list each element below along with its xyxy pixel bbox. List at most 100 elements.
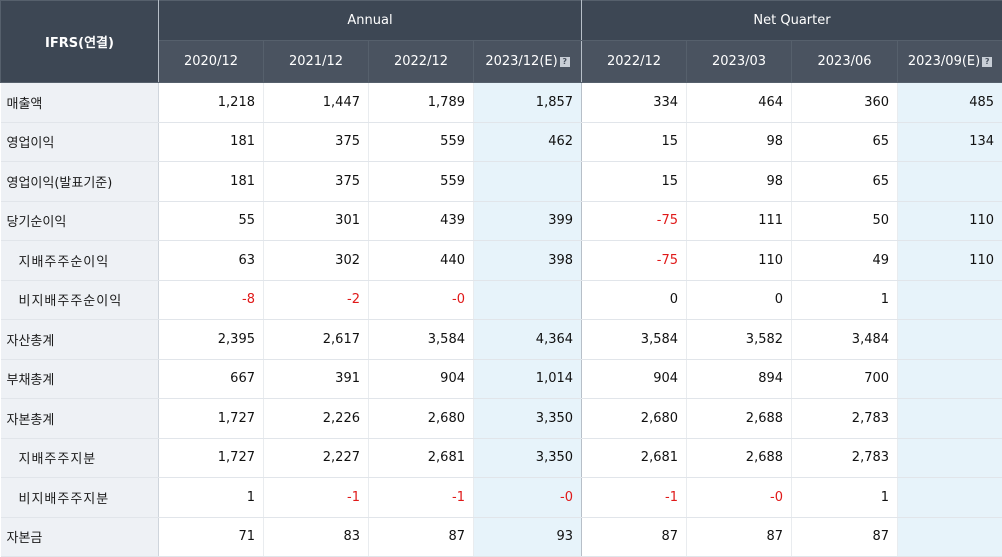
table-cell: 1,727	[159, 399, 264, 439]
table-cell: 894	[687, 359, 792, 399]
help-icon[interactable]: ?	[982, 57, 992, 67]
table-cell: -1	[582, 478, 687, 518]
table-cell: 360	[792, 83, 898, 123]
period-label: 2020/12	[184, 54, 238, 69]
table-cell: 0	[687, 280, 792, 320]
table-cell	[898, 399, 1002, 439]
period-header: 2020/12	[159, 41, 264, 83]
table-cell: 49	[792, 241, 898, 281]
table-cell: 3,584	[582, 320, 687, 360]
table-cell: -2	[264, 280, 369, 320]
table-cell: 87	[369, 517, 474, 557]
table-cell: 391	[264, 359, 369, 399]
row-label: 자산총계	[1, 320, 159, 360]
period-label: 2023/06	[818, 54, 872, 69]
table-cell	[898, 359, 1002, 399]
table-cell: 93	[474, 517, 582, 557]
table-cell: 2,783	[792, 438, 898, 478]
table-cell: 667	[159, 359, 264, 399]
table-cell: 87	[582, 517, 687, 557]
row-label: 지배주주순이익	[1, 241, 159, 281]
table-cell: 111	[687, 201, 792, 241]
table-cell: 439	[369, 201, 474, 241]
period-header: 2022/12	[369, 41, 474, 83]
table-cell: 398	[474, 241, 582, 281]
table-cell: 3,350	[474, 438, 582, 478]
table-cell: 2,227	[264, 438, 369, 478]
row-label: 당기순이익	[1, 201, 159, 241]
table-cell: 181	[159, 162, 264, 202]
table-cell	[898, 280, 1002, 320]
period-header: 2023/09(E)?	[898, 41, 1002, 83]
table-cell: 134	[898, 122, 1002, 162]
table-cell: 4,364	[474, 320, 582, 360]
table-cell	[898, 320, 1002, 360]
table-cell	[474, 162, 582, 202]
period-header: 2021/12	[264, 41, 369, 83]
period-label: 2023/12(E)	[485, 54, 557, 69]
help-icon[interactable]: ?	[560, 57, 570, 67]
table-cell: -1	[264, 478, 369, 518]
table-cell: 15	[582, 162, 687, 202]
table-cell: 87	[792, 517, 898, 557]
table-cell: 50	[792, 201, 898, 241]
table-cell: 440	[369, 241, 474, 281]
table-cell: -0	[369, 280, 474, 320]
table-cell: 1,789	[369, 83, 474, 123]
row-label: 부채총계	[1, 359, 159, 399]
table-cell: 65	[792, 162, 898, 202]
row-label: 비지배주주순이익	[1, 280, 159, 320]
table-cell: 87	[687, 517, 792, 557]
table-cell: 65	[792, 122, 898, 162]
table-cell	[474, 280, 582, 320]
row-label: 자본금	[1, 517, 159, 557]
table-cell: 464	[687, 83, 792, 123]
table-cell: 375	[264, 122, 369, 162]
table-cell: 2,395	[159, 320, 264, 360]
table-corner-label: IFRS(연결)	[1, 1, 159, 83]
table-cell: 15	[582, 122, 687, 162]
table-cell: 462	[474, 122, 582, 162]
table-cell: -0	[474, 478, 582, 518]
table-cell: 559	[369, 162, 474, 202]
table-cell: 559	[369, 122, 474, 162]
table-cell: 71	[159, 517, 264, 557]
period-header: 2022/12	[582, 41, 687, 83]
row-label: 자본총계	[1, 399, 159, 439]
row-label: 영업이익	[1, 122, 159, 162]
table-cell: 301	[264, 201, 369, 241]
table-cell: 2,680	[582, 399, 687, 439]
table-cell: 2,226	[264, 399, 369, 439]
table-cell: 110	[898, 241, 1002, 281]
table-cell: 98	[687, 162, 792, 202]
table-cell: 3,484	[792, 320, 898, 360]
table-cell: 1,014	[474, 359, 582, 399]
table-cell: 1,218	[159, 83, 264, 123]
period-label: 2022/12	[394, 54, 448, 69]
row-label: 지배주주지분	[1, 438, 159, 478]
table-cell: 1,727	[159, 438, 264, 478]
table-cell: 302	[264, 241, 369, 281]
table-cell: -0	[687, 478, 792, 518]
table-cell: 1	[792, 280, 898, 320]
period-label: 2023/09(E)	[908, 54, 980, 69]
table-cell	[898, 438, 1002, 478]
table-cell: 1	[792, 478, 898, 518]
table-cell: 700	[792, 359, 898, 399]
table-cell: 3,350	[474, 399, 582, 439]
table-cell: 1,447	[264, 83, 369, 123]
row-label: 영업이익(발표기준)	[1, 162, 159, 202]
table-cell: 2,680	[369, 399, 474, 439]
table-cell: 1	[159, 478, 264, 518]
